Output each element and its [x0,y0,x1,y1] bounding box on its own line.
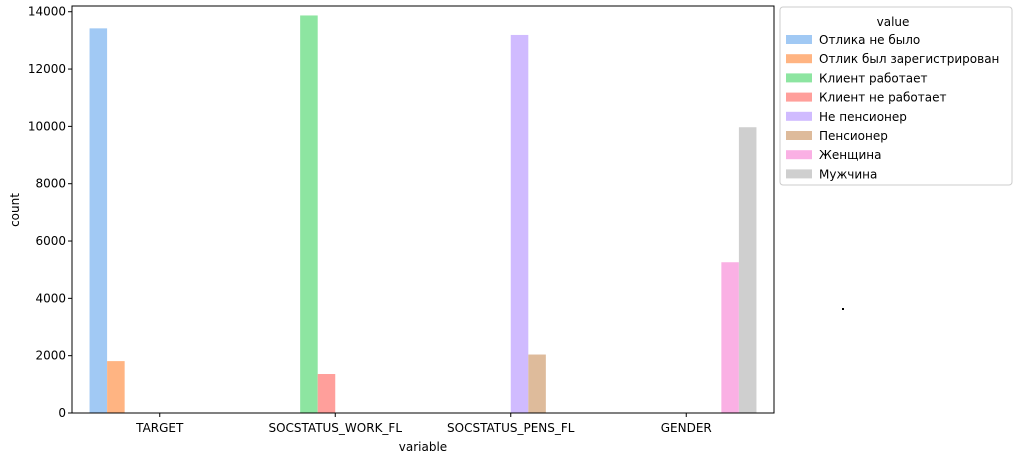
legend-swatch [786,92,812,102]
y-tick-label: 8000 [35,177,66,191]
y-axis-title: count [8,193,22,227]
stray-dot [842,308,844,310]
legend-label: Отлик был зарегистрирован [819,52,999,66]
bar [738,127,757,414]
legend-label: Пенсионер [819,129,888,143]
legend: value Отлика не было Отлик был зарегистри… [779,6,1013,186]
y-tick-label: 0 [58,406,66,420]
bar [510,34,529,413]
legend-title: value [877,15,910,29]
legend-swatch [786,73,812,83]
bar [300,15,318,414]
y-tick-label: 4000 [35,291,66,305]
x-axis-title: variable [399,440,447,454]
x-axis-ticks: TARGET SOCSTATUS_WORK_FL SOCSTATUS_PENS_FL… [135,413,712,435]
legend-swatch [786,111,812,121]
legend-entries: Отлика не было Отлик был зарегистрирован К… [786,33,999,181]
plot-frame [71,5,775,414]
legend-label: Не пенсионер [819,110,907,124]
legend-label: Отлика не было [819,33,920,47]
legend-label: Женщина [819,148,881,162]
bar [721,262,739,413]
x-tick-label: SOCSTATUS_WORK_FL [268,421,402,435]
legend-swatch [786,150,812,160]
y-axis-ticks: 0 2000 4000 6000 8000 10000 12000 14000 [28,5,72,420]
bar [107,361,125,413]
legend-swatch [786,169,812,179]
legend-swatch [786,131,812,140]
legend-label: Клиент работает [819,71,927,85]
legend-swatch [786,54,812,64]
y-tick-label: 10000 [28,119,66,133]
y-tick-label: 12000 [28,62,66,76]
bar [528,354,546,413]
x-tick-label: GENDER [661,421,712,435]
bars-group [89,15,757,414]
legend-swatch [786,35,812,44]
x-tick-label: SOCSTATUS_PENS_FL [447,421,575,435]
y-tick-label: 6000 [35,234,66,248]
legend-frame [779,6,1013,186]
bar [317,374,336,413]
bar [89,28,108,414]
y-tick-label: 2000 [35,349,66,363]
legend-label: Клиент не работает [819,91,947,105]
legend-label: Мужчина [819,167,877,181]
y-tick-label: 14000 [28,5,66,19]
x-tick-label: TARGET [135,421,184,435]
